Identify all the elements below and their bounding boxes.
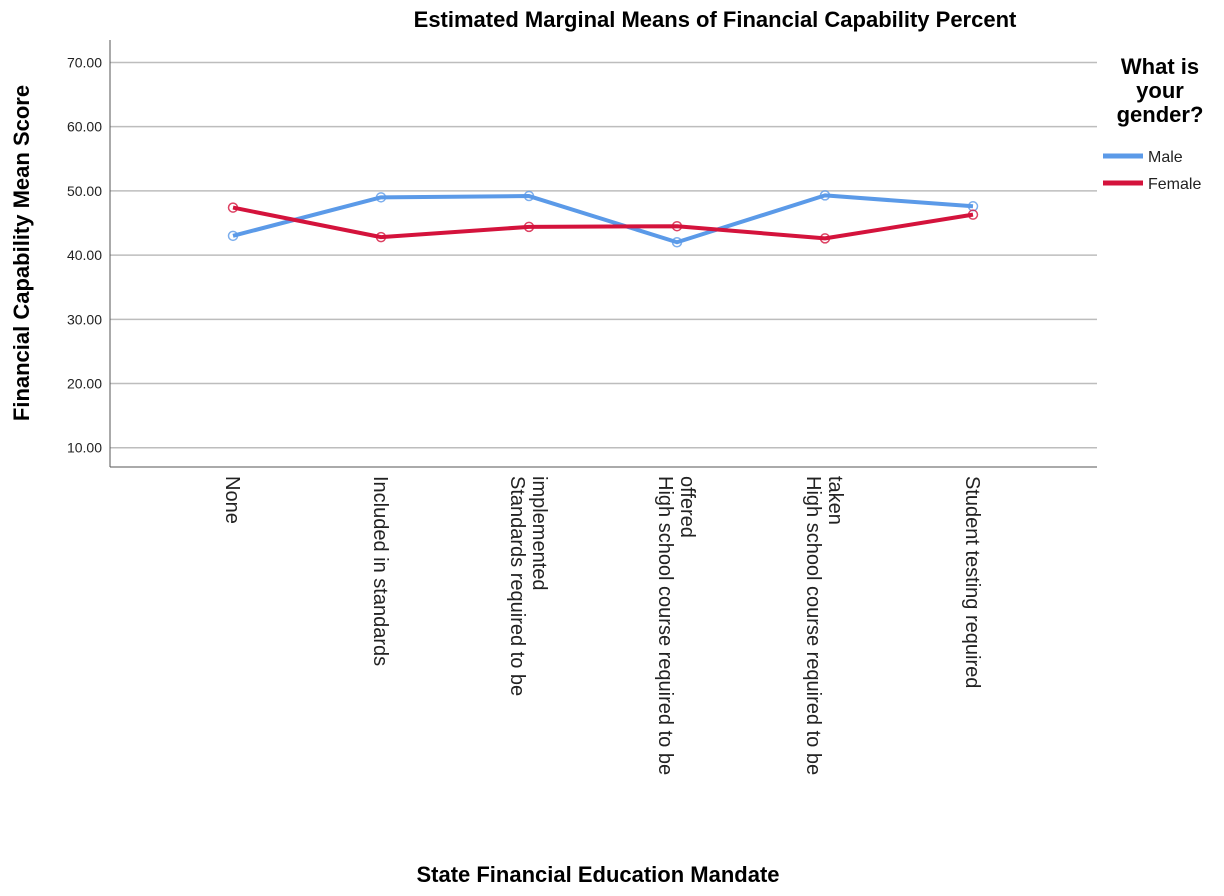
axes bbox=[109, 40, 1097, 468]
chart-title: Estimated Marginal Means of Financial Ca… bbox=[414, 7, 1017, 32]
x-category-label-line: implemented bbox=[528, 476, 550, 591]
x-category-label: High school course required to be taken bbox=[802, 476, 846, 775]
data-point-male bbox=[227, 230, 239, 242]
x-categories: None Included in standards Standards requi… bbox=[221, 476, 983, 775]
data-point-male bbox=[375, 192, 387, 203]
y-tick-label: 70.00 bbox=[67, 54, 102, 70]
x-category-label-line: Standards required to be bbox=[506, 476, 528, 696]
data-point-female bbox=[671, 220, 683, 232]
data-point-female bbox=[523, 221, 535, 233]
data-point-male bbox=[819, 190, 831, 201]
x-category-label: None bbox=[221, 476, 243, 524]
y-axis-label: Financial Capability Mean Score bbox=[9, 85, 34, 421]
data-point-female bbox=[375, 231, 387, 243]
legend-label-female: Female bbox=[1148, 176, 1201, 193]
data-point-female bbox=[967, 209, 979, 220]
y-tick-label: 40.00 bbox=[67, 247, 102, 263]
y-tick-label: 30.00 bbox=[67, 311, 102, 327]
x-category-label: High school course required to be offered bbox=[654, 476, 698, 775]
legend-title: What is bbox=[1121, 54, 1199, 79]
data-point-male bbox=[523, 190, 535, 202]
x-category-label-line: None bbox=[221, 476, 243, 524]
x-category-label-line: High school course required to be bbox=[802, 476, 824, 775]
x-axis-label: State Financial Education Mandate bbox=[416, 862, 779, 887]
y-tick-label: 20.00 bbox=[67, 376, 102, 392]
legend-title: your bbox=[1136, 78, 1184, 103]
x-category-label-line: Student testing required bbox=[961, 476, 983, 688]
data-point-male bbox=[671, 237, 683, 248]
x-category-label: Included in standards bbox=[369, 476, 391, 666]
x-category-label-line: Included in standards bbox=[369, 476, 391, 666]
series-line-female bbox=[232, 205, 974, 241]
x-category-label: Standards required to be implemented bbox=[506, 476, 550, 696]
legend-label-male: Male bbox=[1148, 149, 1183, 166]
x-category-label-line: offered bbox=[676, 476, 698, 538]
y-tick-label: 10.00 bbox=[67, 440, 102, 456]
legend-title: gender? bbox=[1117, 102, 1204, 127]
y-tick-label: 60.00 bbox=[67, 119, 102, 135]
data-point-female bbox=[227, 202, 239, 213]
y-tick-label: 50.00 bbox=[67, 183, 102, 199]
grid: 10.00 20.00 30.00 40.00 50.00 60.00 70.00 bbox=[67, 54, 1097, 456]
x-category-label-line: High school course required to be bbox=[654, 476, 676, 775]
series-line-male bbox=[232, 193, 974, 245]
x-category-label: Student testing required bbox=[961, 476, 983, 688]
series bbox=[227, 190, 979, 248]
x-category-label-line: taken bbox=[824, 476, 846, 525]
data-point-female bbox=[819, 233, 831, 244]
